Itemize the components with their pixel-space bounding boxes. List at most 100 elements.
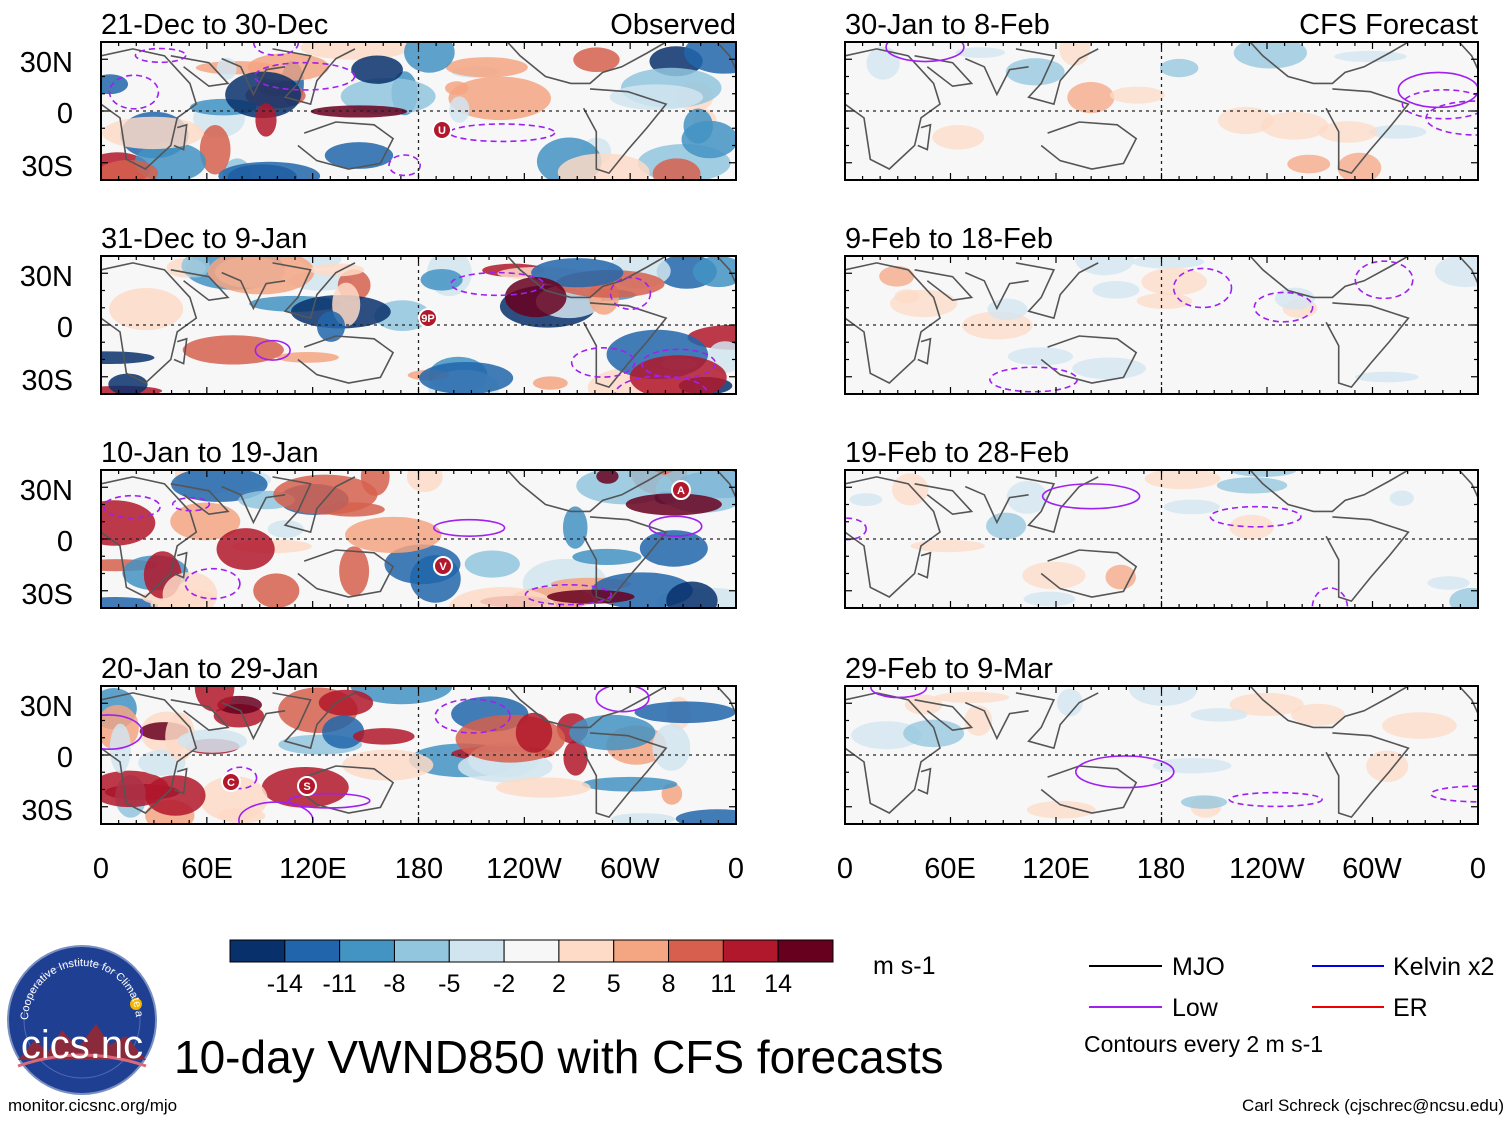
coastline	[297, 121, 395, 170]
coastline	[845, 476, 941, 598]
coastline	[716, 42, 736, 70]
shading-blob	[684, 42, 736, 74]
low-contour	[450, 271, 545, 297]
shading-blob	[267, 520, 304, 538]
coastline	[964, 271, 1029, 311]
shading-blob	[1131, 256, 1205, 269]
shading-blob	[934, 691, 1010, 703]
storm-marker: U	[432, 120, 452, 140]
colorbar-tick-label: -11	[322, 970, 356, 998]
shading-blob	[1129, 686, 1198, 706]
coastline	[221, 57, 286, 97]
shading-blob	[273, 474, 378, 515]
shading-blob	[1318, 121, 1378, 143]
colorbar-swatch	[668, 939, 724, 963]
shading-blob	[683, 108, 713, 144]
shading-blob	[150, 598, 181, 608]
low-contour	[609, 276, 652, 311]
shading-blob	[324, 142, 394, 169]
lat-tick-label: 30S	[21, 365, 73, 397]
contour-note: Contours every 2 m s-1	[1084, 1031, 1323, 1057]
coastline	[1458, 256, 1478, 284]
coastline	[1325, 516, 1410, 603]
colorbar-tick-label: -2	[493, 970, 515, 998]
storm-marker-dot	[221, 772, 241, 792]
colorbar-swatch	[229, 939, 286, 963]
shading-blob	[310, 263, 365, 277]
shading-blob	[675, 809, 736, 824]
map-panel	[101, 42, 736, 180]
coastline	[173, 337, 188, 365]
shading-blob	[596, 470, 619, 484]
coastline	[272, 48, 356, 106]
coastline	[1458, 470, 1478, 498]
shading-blob	[1109, 86, 1165, 104]
shading-blob	[557, 153, 650, 180]
shading-blob	[162, 572, 218, 608]
coastline	[1458, 42, 1478, 70]
map-panel	[845, 686, 1478, 824]
shading-blob	[955, 47, 1006, 58]
coastline	[101, 692, 198, 814]
shading-blob	[986, 512, 1027, 540]
shading-blob	[1287, 154, 1331, 174]
coastline	[964, 485, 1029, 525]
shading-blob	[504, 277, 567, 318]
shading-blob	[1427, 576, 1470, 590]
coastline	[917, 551, 932, 579]
coastline	[173, 551, 188, 579]
shading-blob	[1337, 152, 1382, 180]
shading-blob	[1382, 712, 1457, 739]
low-contour	[1041, 483, 1141, 510]
storm-marker-label: A	[677, 485, 685, 497]
colorbar-swatch	[613, 939, 670, 963]
panel-title: 30-Jan to 8-Feb	[845, 9, 1050, 41]
colorbar-swatch	[722, 939, 779, 963]
lon-tick-label: 0	[837, 853, 853, 885]
legend-label-low: Low	[1172, 994, 1219, 1022]
low-contour	[433, 518, 506, 537]
units-label: m s-1	[873, 952, 936, 980]
coastline	[297, 549, 395, 598]
lat-tick-label: 30N	[20, 261, 73, 293]
low-contour	[102, 494, 161, 519]
shading-blob	[101, 159, 159, 180]
shading-blob	[1274, 287, 1315, 310]
low-contour	[184, 567, 241, 600]
low-contour	[1401, 89, 1478, 120]
low-contour	[1397, 71, 1478, 109]
shading-blob	[987, 298, 1028, 321]
panel-title: 31-Dec to 9-Jan	[101, 223, 307, 255]
shading-blob	[1141, 267, 1207, 296]
shading-blob	[932, 124, 985, 150]
colorbar-swatch	[284, 939, 341, 963]
shading-blob	[217, 808, 266, 824]
shading-blob	[101, 116, 205, 150]
lon-tick-label: 0	[728, 853, 744, 885]
storm-marker-label: C	[227, 777, 235, 789]
colorbar-tick-label: -14	[267, 970, 303, 998]
lat-tick-label: 30N	[20, 691, 73, 723]
coastline	[582, 88, 668, 175]
shading-blob	[342, 749, 434, 781]
lat-tick-label: 0	[57, 742, 73, 774]
figure-title: 10-day VWND850 with CFS forecasts	[174, 1031, 944, 1083]
coastline	[506, 470, 667, 513]
shading-blob	[101, 500, 156, 546]
shading-blob	[610, 813, 675, 824]
shading-blob	[1059, 42, 1091, 66]
shading-blob	[350, 686, 453, 705]
shading-blob	[352, 728, 415, 745]
panel-title: 10-Jan to 19-Jan	[101, 437, 319, 469]
shading-blob	[448, 76, 551, 121]
shading-blob	[849, 493, 883, 507]
shading-blob	[1163, 499, 1220, 515]
storm-marker-label: 9P	[421, 313, 434, 325]
shading-blob	[108, 373, 148, 394]
shading-blob	[634, 701, 736, 724]
low-contour	[595, 686, 650, 713]
coastline	[582, 732, 668, 819]
shading-blob	[531, 258, 624, 288]
storm-marker: 9P	[418, 308, 438, 328]
lat-tick-label: 30S	[21, 579, 73, 611]
